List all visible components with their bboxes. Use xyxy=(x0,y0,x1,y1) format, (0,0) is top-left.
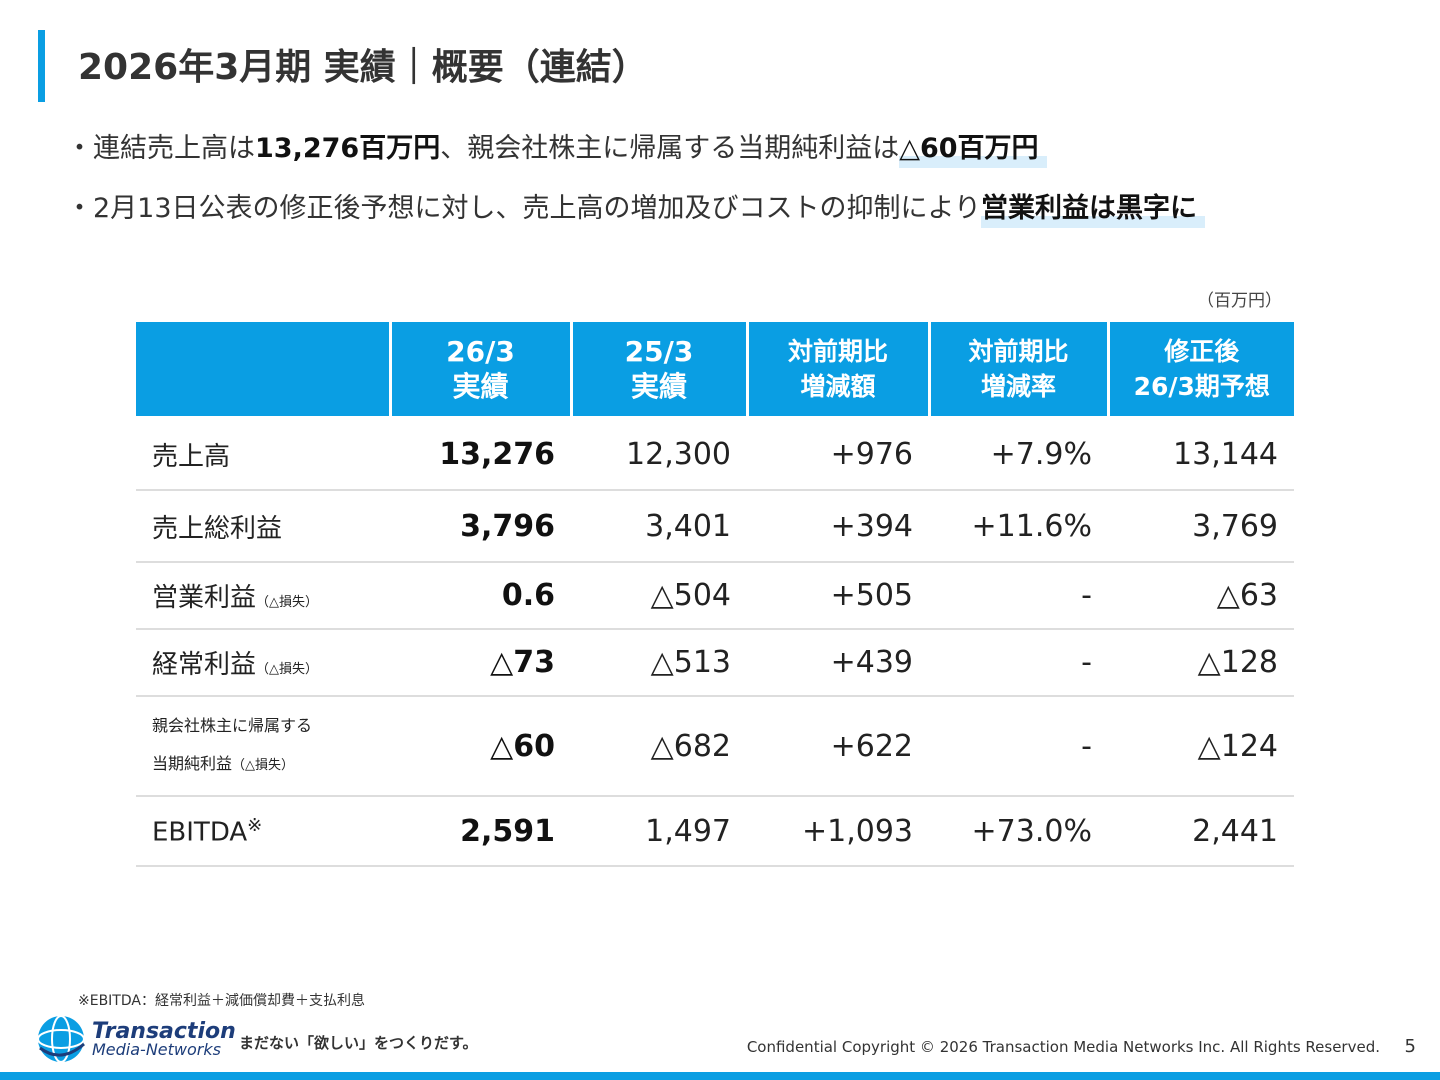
bullet-1-text-a: ・連結売上高は xyxy=(66,133,255,164)
cell-26-3-actual: 13,276 xyxy=(390,417,571,491)
cell-revised-forecast: 3,769 xyxy=(1108,490,1294,563)
cell-revised-forecast: 2,441 xyxy=(1108,796,1294,867)
bullet-1: ・連結売上高は13,276百万円、親会社株主に帰属する当期純利益は△60百万円 xyxy=(66,126,1039,165)
cell-26-3-actual: △60 xyxy=(390,696,571,797)
table-row-gross-profit: 売上総利益 3,796 3,401 +394 +11.6% 3,769 xyxy=(136,490,1294,563)
cell-26-3-actual: 3,796 xyxy=(390,490,571,563)
cell-yoy-change: +439 xyxy=(747,629,929,697)
cell-revised-forecast: △63 xyxy=(1108,562,1294,630)
cell-yoy-rate: +7.9% xyxy=(929,417,1108,491)
row-label: 売上総利益 xyxy=(136,490,390,563)
cell-26-3-actual: 0.6 xyxy=(390,562,571,630)
table-row-net-income: 親会社株主に帰属する 当期純利益（△損失） △60 △682 +622 - △1… xyxy=(136,696,1294,797)
cell-yoy-change: +1,093 xyxy=(747,796,929,867)
table-row-operating-income: 営業利益（△損失） 0.6 △504 +505 - △63 xyxy=(136,562,1294,630)
cell-26-3-actual: 2,591 xyxy=(390,796,571,867)
table-row-ordinary-income: 経常利益（△損失） △73 △513 +439 - △128 xyxy=(136,629,1294,697)
cell-yoy-rate: - xyxy=(929,696,1108,797)
bottom-accent-bar xyxy=(0,1072,1440,1080)
row-label-cell: EBITDA※ xyxy=(136,796,390,867)
row-label-cell: 経常利益（△損失） xyxy=(136,629,390,697)
bullet-1-text-b: 、親会社株主に帰属する当期純利益は xyxy=(440,133,900,164)
row-label: 親会社株主に帰属する xyxy=(152,716,313,735)
footnote: ※EBITDA：経常利益＋減価償却費＋支払利息 xyxy=(78,993,365,1009)
cell-25-3-actual: △504 xyxy=(571,562,747,630)
cell-25-3-actual: △513 xyxy=(571,629,747,697)
cell-yoy-change: +394 xyxy=(747,490,929,563)
table-row-ebitda: EBITDA※ 2,591 1,497 +1,093 +73.0% 2,441 xyxy=(136,796,1294,867)
row-label-note: （△損失） xyxy=(256,595,319,610)
row-label: 営業利益 xyxy=(152,583,257,613)
row-label-line2: 当期純利益 xyxy=(152,754,233,773)
cell-25-3-actual: 1,497 xyxy=(571,796,747,867)
header-cell-26-3-actual: 26/3 実績 xyxy=(390,322,573,419)
header-cell-revised-forecast: 修正後 26/3期予想 xyxy=(1108,322,1294,419)
row-label: EBITDA xyxy=(152,817,248,848)
cell-25-3-actual: 3,401 xyxy=(571,490,747,563)
cell-yoy-rate: - xyxy=(929,562,1108,630)
cell-yoy-change: +622 xyxy=(747,696,929,797)
header-cell-empty xyxy=(136,322,392,419)
copyright: Confidential Copyright © 2026 Transactio… xyxy=(746,1038,1380,1056)
cell-yoy-rate: +73.0% xyxy=(929,796,1108,867)
header-cell-yoy-change: 対前期比 増減額 xyxy=(747,322,931,419)
logo-text-line2: Media-Networks xyxy=(92,1040,221,1059)
header-cell-25-3-actual: 25/3 実績 xyxy=(571,322,749,419)
row-label-line2-wrap: 当期純利益（△損失） xyxy=(152,745,390,785)
bullet-2-text: ・2月13日公表の修正後予想に対し、売上高の増加及びコストの抑制により xyxy=(66,193,981,224)
page-number: 5 xyxy=(1404,1036,1416,1057)
table-row-sales: 売上高 13,276 12,300 +976 +7.9% 13,144 xyxy=(136,417,1294,491)
row-label-note: （△損失） xyxy=(256,662,319,677)
bullet-2: ・2月13日公表の修正後予想に対し、売上高の増加及びコストの抑制により営業利益は… xyxy=(66,186,1197,225)
row-label: 売上高 xyxy=(136,417,390,491)
cell-26-3-actual: △73 xyxy=(390,629,571,697)
bullet-1-net-income: △60百万円 xyxy=(899,133,1039,164)
table-header-row: 26/3 実績 25/3 実績 対前期比 増減額 対前期比 増減率 修正後 26/3期予想 xyxy=(136,322,1294,419)
logo-text-line1: Transaction xyxy=(92,1019,236,1044)
cell-revised-forecast: △124 xyxy=(1108,696,1294,797)
row-label-cell: 営業利益（△損失） xyxy=(136,562,390,630)
cell-yoy-change: +505 xyxy=(747,562,929,630)
cell-25-3-actual: 12,300 xyxy=(571,417,747,491)
bullet-2-highlight: 営業利益は黒字に xyxy=(981,193,1197,224)
cell-yoy-rate: - xyxy=(929,629,1108,697)
unit-label: （百万円） xyxy=(1197,291,1282,311)
title-accent-bar xyxy=(38,30,45,102)
cell-yoy-change: +976 xyxy=(747,417,929,491)
cell-revised-forecast: △128 xyxy=(1108,629,1294,697)
row-label-note: ※ xyxy=(247,814,263,836)
results-table: 26/3 実績 25/3 実績 対前期比 増減額 対前期比 増減率 修正後 26/3期予想… xyxy=(136,322,1294,867)
globe-logo-icon xyxy=(37,1015,85,1063)
row-label: 経常利益 xyxy=(152,650,257,680)
cell-yoy-rate: +11.6% xyxy=(929,490,1108,563)
row-label-cell: 親会社株主に帰属する 当期純利益（△損失） xyxy=(136,696,390,797)
tagline: まだない「欲しい」をつくりだす。 xyxy=(239,1034,478,1052)
header-cell-yoy-rate: 対前期比 増減率 xyxy=(929,322,1110,419)
page-title: 2026年3月期 実績｜概要（連結） xyxy=(78,47,648,88)
row-label-note: （△損失） xyxy=(232,758,295,773)
cell-25-3-actual: △682 xyxy=(571,696,747,797)
cell-revised-forecast: 13,144 xyxy=(1108,417,1294,491)
bullet-1-sales: 13,276百万円 xyxy=(255,133,441,164)
